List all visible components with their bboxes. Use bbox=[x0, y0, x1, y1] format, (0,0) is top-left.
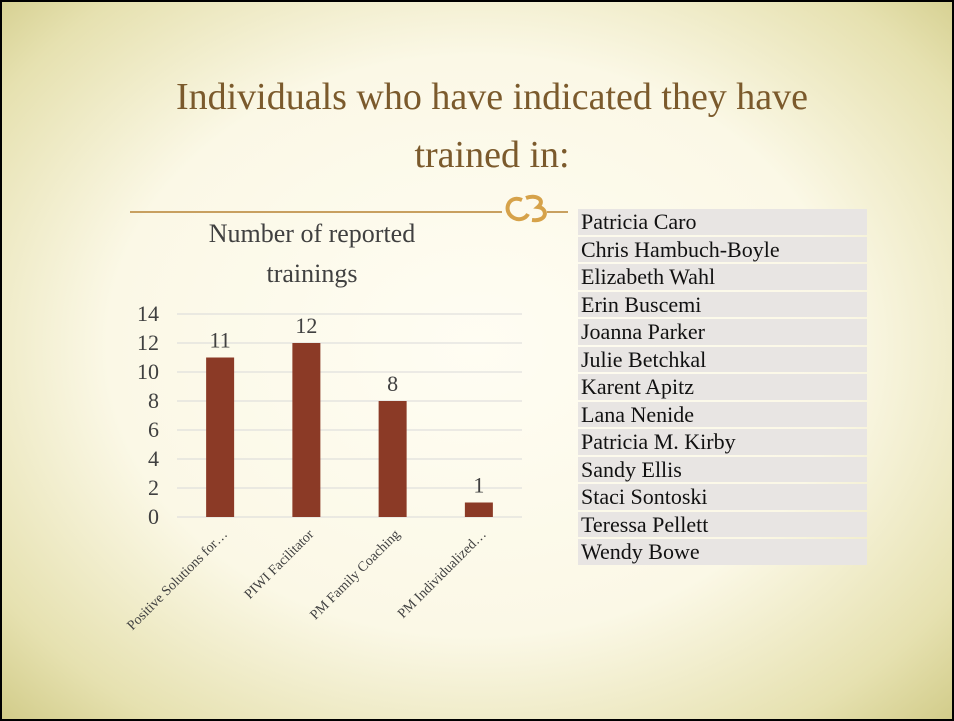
x-tick-label: PIWI Facilitator bbox=[242, 527, 317, 602]
x-tick-label: PM Individualized… bbox=[395, 527, 489, 621]
y-tick-label: 10 bbox=[137, 359, 159, 384]
name-row: Elizabeth Wahl bbox=[578, 264, 867, 290]
name-row: Erin Buscemi bbox=[578, 292, 867, 318]
value-label: 11 bbox=[210, 328, 231, 353]
value-label: 8 bbox=[387, 371, 398, 396]
x-tick-label: Positive Solutions for… bbox=[125, 527, 231, 633]
name-row: Julie Betchkal bbox=[578, 347, 867, 373]
y-tick-label: 2 bbox=[148, 475, 159, 500]
name-row: Chris Hambuch-Boyle bbox=[578, 237, 867, 263]
bar bbox=[379, 401, 407, 517]
slide: 0 2 4 6 8 10 12 14 Positive Solutions for… 11 PIWI… bbox=[0, 0, 954, 721]
name-row: Staci Sontoski bbox=[578, 484, 867, 510]
value-label: 12 bbox=[295, 313, 317, 338]
chart-title: Number of reported trainings bbox=[162, 214, 462, 294]
x-tick-label: PM Family Coaching bbox=[308, 527, 404, 623]
name-row: Wendy Bowe bbox=[578, 539, 867, 565]
bar bbox=[465, 503, 493, 518]
name-row: Joanna Parker bbox=[578, 319, 867, 345]
name-row: Lana Nenide bbox=[578, 402, 867, 428]
name-row: Sandy Ellis bbox=[578, 457, 867, 483]
name-row: Karent Apitz bbox=[578, 374, 867, 400]
bar bbox=[292, 343, 320, 517]
y-tick-label: 8 bbox=[148, 388, 159, 413]
bar bbox=[206, 358, 234, 518]
name-row: Patricia Caro bbox=[578, 209, 867, 235]
name-row: Patricia M. Kirby bbox=[578, 429, 867, 455]
slide-title: Individuals who have indicated they have… bbox=[167, 68, 817, 184]
ornament bbox=[508, 197, 545, 220]
y-tick-label: 14 bbox=[137, 301, 159, 326]
y-tick-label: 6 bbox=[148, 417, 159, 442]
name-row: Teressa Pellett bbox=[578, 512, 867, 538]
value-label: 1 bbox=[473, 473, 484, 498]
y-tick-label: 4 bbox=[148, 446, 159, 471]
y-tick-label: 0 bbox=[148, 504, 159, 529]
y-tick-label: 12 bbox=[137, 330, 159, 355]
